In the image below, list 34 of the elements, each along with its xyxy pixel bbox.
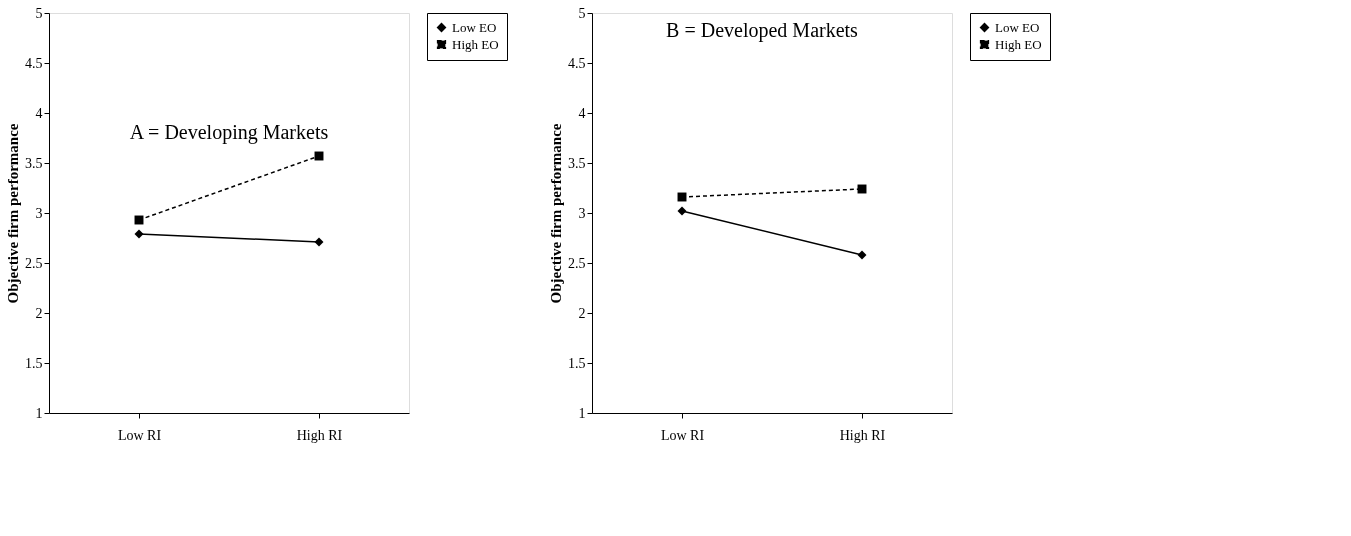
point — [314, 237, 324, 247]
y-tick-label: 4.5 — [25, 55, 43, 71]
x-tick-label: Low RI — [660, 427, 705, 443]
y-tick-label: 5 — [578, 5, 586, 21]
y-tick-label: 3.5 — [568, 155, 586, 171]
y-tick-label: 3.5 — [25, 155, 43, 171]
legend-label: High EO — [452, 36, 499, 52]
x-tick-label: High RI — [839, 427, 886, 443]
y-tick-label: 5 — [35, 5, 43, 21]
annotation: B = Developed Markets — [666, 19, 859, 42]
y-tick-label: 1.5 — [25, 355, 43, 371]
legend-label: Low EO — [452, 19, 497, 35]
y-axis-title: Objective firm performance — [5, 123, 21, 304]
y-tick-label: 2.5 — [568, 255, 586, 271]
point — [857, 250, 867, 260]
annotation: A = Developing Markets — [129, 121, 329, 144]
y-tick-label: 3 — [578, 205, 586, 221]
y-tick-label: 1 — [35, 405, 43, 421]
y-tick-label: 1 — [578, 405, 586, 421]
y-tick-label: 4 — [578, 105, 586, 121]
x-tick-label: High RI — [296, 427, 343, 443]
point — [134, 229, 144, 239]
y-tick-label: 4.5 — [568, 55, 586, 71]
y-tick-label: 4 — [35, 105, 43, 121]
y-tick-label: 1.5 — [568, 355, 586, 371]
y-tick-label: 2 — [578, 305, 586, 321]
point — [677, 206, 687, 216]
y-tick-label: 3 — [35, 205, 43, 221]
x-tick-label: Low RI — [117, 427, 162, 443]
legend-label: Low EO — [995, 19, 1040, 35]
y-axis-title: Objective firm performance — [548, 123, 564, 304]
y-tick-label: 2.5 — [25, 255, 43, 271]
y-tick-label: 2 — [35, 305, 43, 321]
legend-label: High EO — [995, 36, 1042, 52]
